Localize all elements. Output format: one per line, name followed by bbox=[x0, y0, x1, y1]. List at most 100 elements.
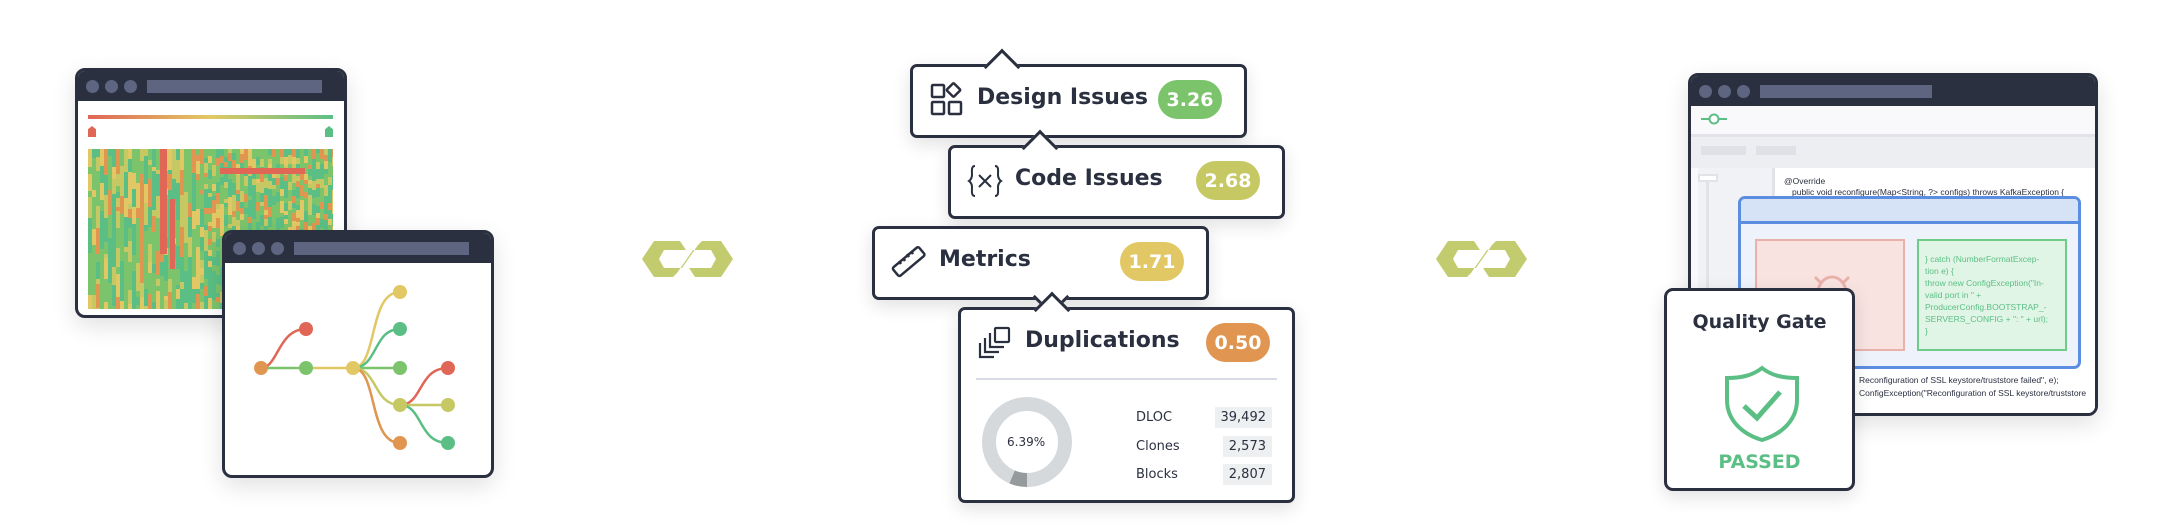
stat-label: DLOC bbox=[1136, 410, 1173, 425]
dependency-tree-window bbox=[222, 230, 494, 478]
heatmap-cell bbox=[136, 208, 140, 218]
heatmap-cell bbox=[96, 149, 100, 157]
heatmap-cell bbox=[196, 155, 200, 161]
heatmap-cell bbox=[104, 279, 108, 285]
heatmap-cell bbox=[320, 219, 327, 228]
heatmap-cell bbox=[212, 149, 216, 154]
duplication-percent: 6.39% bbox=[1007, 435, 1046, 449]
heatmap-cell bbox=[132, 149, 136, 155]
heatmap-cell bbox=[96, 171, 100, 177]
heatmap-cell bbox=[212, 200, 216, 208]
heatmap-cell bbox=[328, 199, 333, 203]
heatmap-cell bbox=[276, 218, 283, 228]
heatmap-cell bbox=[144, 203, 148, 225]
heatmap-cell bbox=[168, 174, 172, 190]
heatmap-cell bbox=[168, 153, 172, 170]
heatmap-cell bbox=[296, 158, 300, 164]
heatmap-cell bbox=[120, 149, 124, 166]
heatmap-cell bbox=[124, 247, 128, 252]
heatmap-cell bbox=[272, 205, 278, 212]
card-label: Duplications bbox=[1025, 328, 1180, 353]
tab-placeholder[interactable] bbox=[1701, 146, 1746, 155]
heatmap-cell bbox=[272, 196, 276, 205]
heatmap-cell bbox=[312, 190, 317, 194]
heatmap-cell bbox=[124, 252, 128, 270]
heatmap-cell bbox=[112, 289, 116, 306]
tab-placeholder[interactable] bbox=[1756, 146, 1796, 155]
heatmap-cell bbox=[116, 248, 120, 267]
heatmap-cell bbox=[168, 149, 172, 153]
heatmap-cell bbox=[276, 192, 281, 202]
heatmap-cell bbox=[176, 273, 180, 285]
heatmap-cell bbox=[196, 294, 200, 309]
heatmap-cell bbox=[204, 163, 208, 173]
heatmap-cell bbox=[236, 157, 242, 164]
heatmap-cell bbox=[136, 183, 140, 208]
heatmap-cell bbox=[276, 210, 281, 218]
heatmap-cell bbox=[216, 297, 221, 302]
heatmap-cell bbox=[236, 149, 241, 153]
heatmap-cell bbox=[120, 301, 124, 309]
heatmap-cell bbox=[204, 246, 209, 251]
heatmap-cell bbox=[320, 159, 327, 164]
heatmap-cell bbox=[108, 190, 112, 215]
heatmap-cell bbox=[136, 305, 140, 309]
heatmap-cell bbox=[208, 256, 215, 261]
heatmap-hotspot bbox=[170, 199, 175, 269]
heatmap-cell bbox=[252, 194, 256, 200]
tree-node bbox=[393, 436, 407, 450]
heatmap-cell bbox=[180, 166, 184, 170]
code-line: } catch (NumberFormatExcep- bbox=[1925, 254, 2040, 264]
heatmap-cell bbox=[208, 245, 212, 250]
code-line: } bbox=[1925, 326, 1928, 336]
heatmap-cell bbox=[164, 281, 168, 296]
heatmap-cell bbox=[180, 289, 184, 308]
heatmap-cell bbox=[136, 149, 140, 169]
heatmap-cell bbox=[200, 289, 207, 294]
heatmap-cell bbox=[260, 215, 265, 226]
heatmap-cell bbox=[208, 239, 214, 245]
heatmap-cell bbox=[316, 197, 321, 206]
donut-segment bbox=[1009, 470, 1028, 487]
heatmap-cell bbox=[104, 175, 108, 195]
heatmap-cell bbox=[104, 258, 108, 279]
card-label: Design Issues bbox=[977, 85, 1148, 110]
heatmap-cell bbox=[192, 173, 196, 178]
heatmap-cell bbox=[172, 304, 176, 309]
heatmap-cell bbox=[116, 186, 120, 192]
tree-node bbox=[441, 361, 455, 375]
heatmap-cell bbox=[304, 156, 309, 163]
heatmap-cell bbox=[104, 218, 108, 242]
code-line: throw new ConfigException("In- bbox=[1925, 278, 2044, 288]
heatmap-cell bbox=[300, 185, 306, 196]
heatmap-cell bbox=[312, 215, 317, 223]
heatmap-cell bbox=[148, 165, 152, 179]
heatmap-cell bbox=[252, 159, 256, 169]
heatmap-cell bbox=[268, 207, 274, 217]
heatmap-cell bbox=[148, 179, 152, 207]
heatmap-cell bbox=[332, 181, 333, 190]
tree-node bbox=[299, 361, 313, 375]
heatmap-cell bbox=[180, 149, 184, 160]
heatmap-cell bbox=[96, 177, 100, 188]
heatmap-cell bbox=[132, 293, 136, 309]
heatmap-cell bbox=[204, 304, 211, 309]
heatmap-cell bbox=[208, 156, 213, 163]
heatmap-cell bbox=[260, 202, 264, 206]
heatmap-cell bbox=[236, 226, 240, 232]
heatmap-cell bbox=[108, 263, 112, 283]
heatmap-cell bbox=[208, 193, 215, 197]
heatmap-cell bbox=[220, 173, 227, 177]
heatmap-cell bbox=[176, 269, 180, 273]
heatmap-cell bbox=[320, 202, 327, 209]
stat-value: 2,807 bbox=[1222, 464, 1272, 485]
heatmap-cell bbox=[96, 262, 100, 279]
heatmap-cell bbox=[328, 203, 333, 210]
heatmap-cell bbox=[292, 196, 297, 203]
heatmap-cell bbox=[272, 189, 276, 196]
heatmap-cell bbox=[124, 198, 128, 217]
heatmap-cell bbox=[196, 225, 200, 247]
heatmap-cell bbox=[216, 218, 222, 228]
heatmap-cell bbox=[152, 264, 156, 273]
heatmap-cell bbox=[248, 149, 254, 158]
